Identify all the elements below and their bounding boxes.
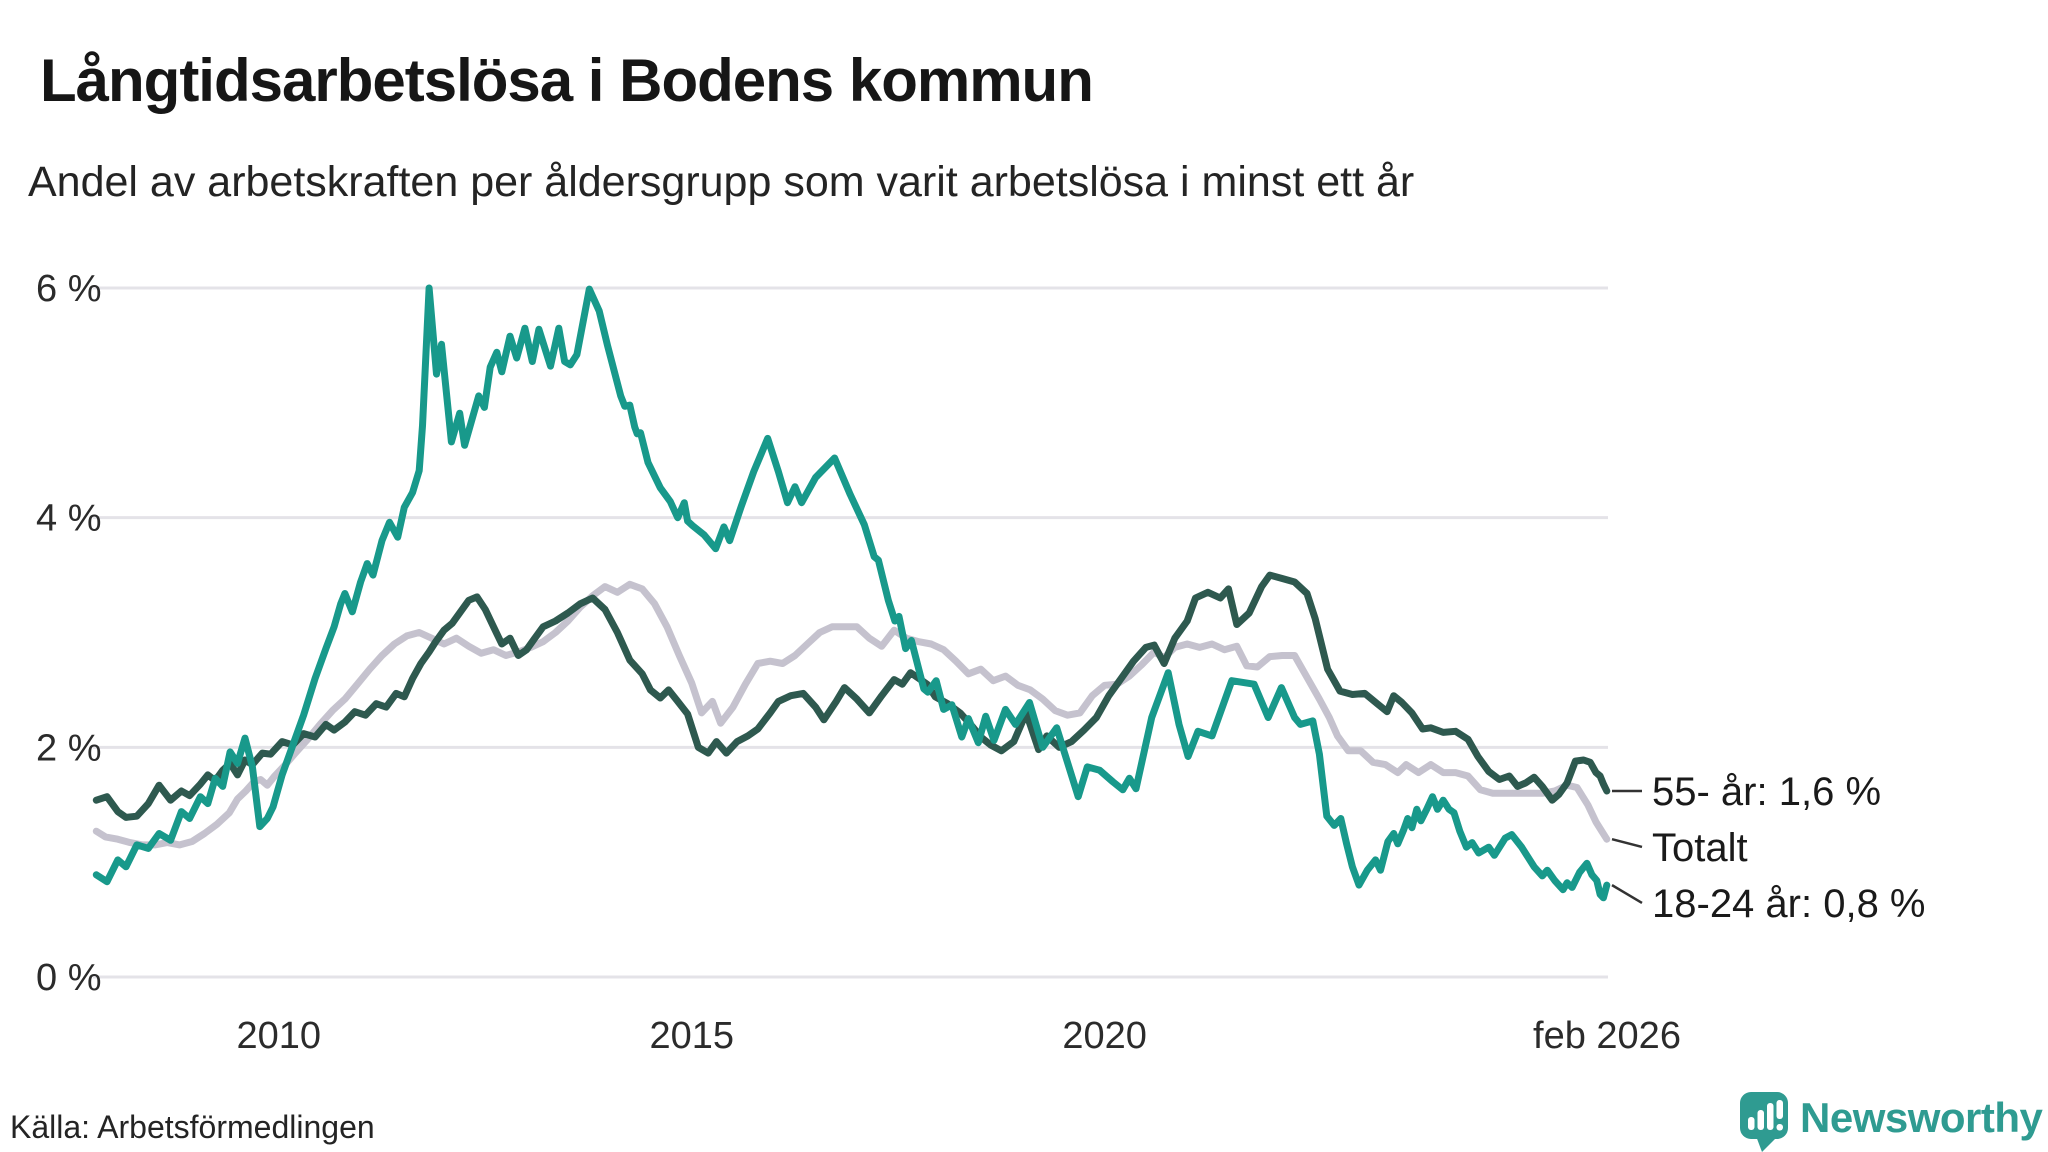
series-lines — [92, 284, 1611, 902]
y-tick-label-6: 6 % — [36, 268, 101, 310]
chart-subtitle: Andel av arbetskraften per åldersgrupp s… — [28, 158, 1414, 206]
end-label-55plus: 55- år: 1,6 % — [1652, 770, 1881, 814]
series-end-labels: 55- år: 1,6 % Totalt 18-24 år: 0,8 % — [1611, 770, 1926, 926]
x-tick-label-2020: 2020 — [1062, 1015, 1147, 1057]
newsworthy-logo-text: Newsworthy — [1800, 1094, 2044, 1141]
series-line-totalt — [92, 580, 1611, 849]
x-axis-tick-labels: 2010 2015 2020 feb 2026 — [237, 1015, 1681, 1057]
y-tick-label-2: 2 % — [36, 727, 101, 769]
x-tick-label-feb-2026: feb 2026 — [1533, 1015, 1681, 1057]
y-tick-label-4: 4 % — [36, 498, 101, 540]
newsworthy-logo: Newsworthy — [1740, 1092, 2044, 1152]
series-line-18-24 — [92, 284, 1611, 902]
x-tick-label-2015: 2015 — [649, 1015, 734, 1057]
y-tick-label-0: 0 % — [36, 957, 101, 999]
y-axis-tick-labels: 6 % 4 % 2 % 0 % — [36, 268, 101, 999]
label-connector-totalt — [1611, 837, 1643, 849]
end-label-totalt: Totalt — [1652, 826, 1748, 870]
end-label-18-24: 18-24 år: 0,8 % — [1652, 882, 1926, 926]
gridlines — [93, 286, 1608, 979]
page-title: Långtidsarbetslösa i Bodens kommun — [40, 47, 1093, 114]
series-line-55plus — [92, 571, 1611, 821]
x-tick-label-2010: 2010 — [237, 1015, 322, 1057]
newsworthy-logo-icon — [1740, 1092, 1788, 1152]
label-connector-18-24 — [1611, 884, 1643, 905]
source-note: Källa: Arbetsförmedlingen — [10, 1109, 375, 1145]
